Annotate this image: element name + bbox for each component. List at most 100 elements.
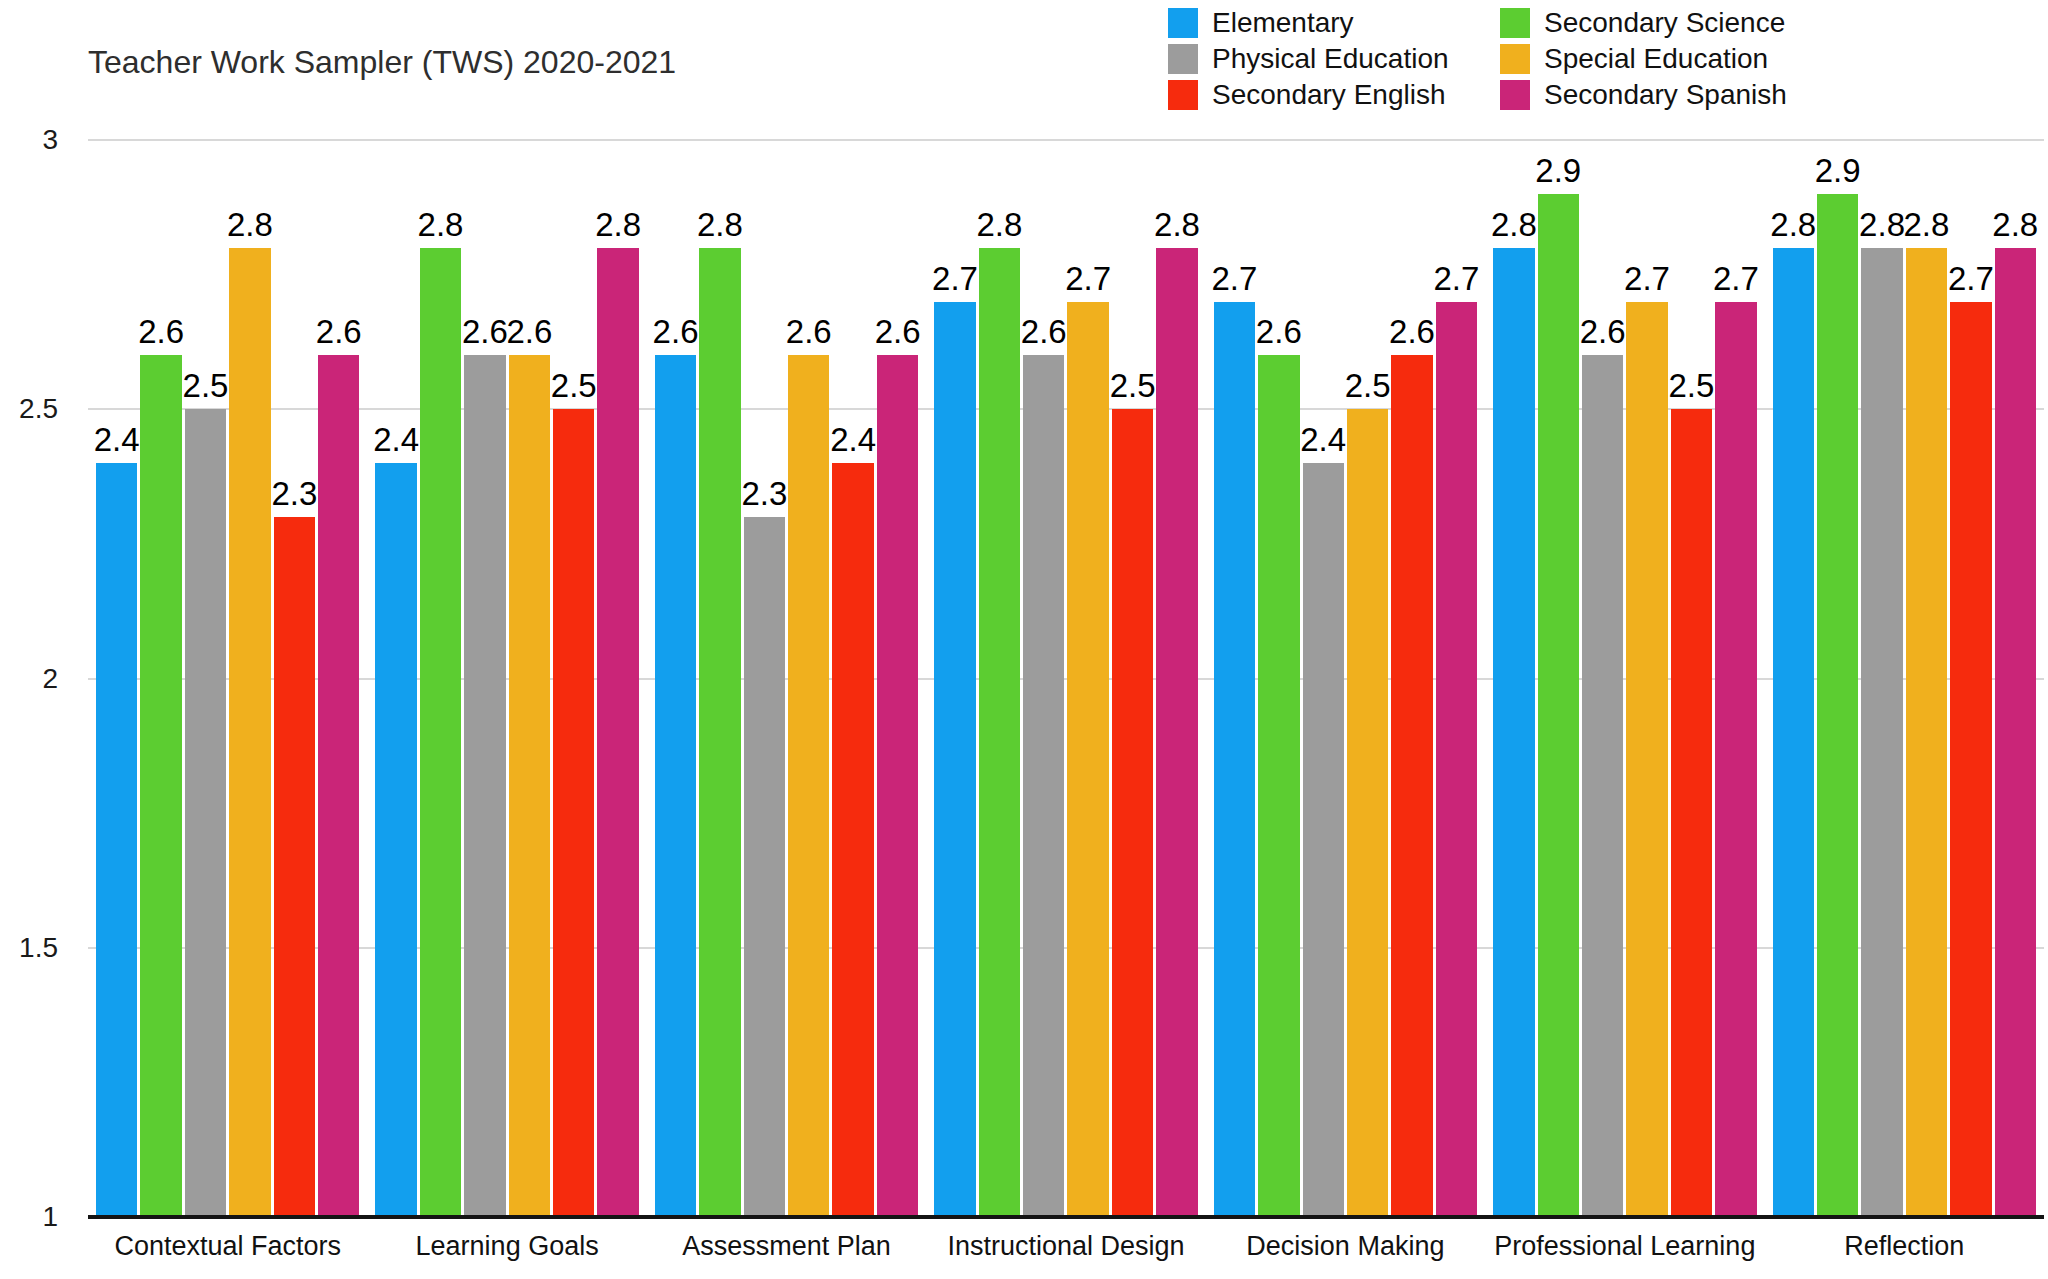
bar-physical-education-assessment-plan: 2.3 (744, 517, 785, 1217)
bar-secondary-english-reflection: 2.7 (1950, 302, 1991, 1217)
bar-value-label: 2.4 (830, 423, 876, 456)
bar-elementary-professional-learning: 2.8 (1493, 248, 1534, 1217)
plot-area: 2.42.62.52.82.32.62.42.82.62.62.52.82.62… (88, 140, 2044, 1217)
bar-value-label: 2.6 (138, 315, 184, 348)
bar-physical-education-reflection: 2.8 (1861, 248, 1902, 1217)
bar-secondary-science-decision-making: 2.6 (1258, 355, 1299, 1217)
legend-swatch-icon (1168, 80, 1198, 110)
bar-group-instructional-design: 2.72.82.62.72.52.8 (926, 140, 1205, 1217)
x-axis-label-contextual-factors: Contextual Factors (88, 1231, 367, 1262)
bar-value-label: 2.7 (1713, 262, 1759, 295)
bar-elementary-instructional-design: 2.7 (934, 302, 975, 1217)
legend-label: Elementary (1212, 7, 1354, 39)
legend-swatch-icon (1500, 8, 1530, 38)
bar-elementary-contextual-factors: 2.4 (96, 463, 137, 1217)
bar-group-contextual-factors: 2.42.62.52.82.32.6 (88, 140, 367, 1217)
bar-value-label: 2.6 (506, 315, 552, 348)
bar-value-label: 2.8 (595, 208, 641, 241)
bar-value-label: 2.5 (183, 369, 229, 402)
bar-special-education-contextual-factors: 2.8 (229, 248, 270, 1217)
bar-value-label: 2.8 (227, 208, 273, 241)
legend-label: Physical Education (1212, 43, 1449, 75)
bar-physical-education-learning-goals: 2.6 (464, 355, 505, 1217)
bar-value-label: 2.6 (1389, 315, 1435, 348)
legend-label: Secondary Science (1544, 7, 1785, 39)
bar-value-label: 2.8 (1770, 208, 1816, 241)
bar-value-label: 2.3 (271, 477, 317, 510)
y-tick-label-1.5: 1.5 (19, 932, 58, 964)
bar-secondary-science-reflection: 2.9 (1817, 194, 1858, 1217)
bar-secondary-science-learning-goals: 2.8 (420, 248, 461, 1217)
bar-value-label: 2.7 (1211, 262, 1257, 295)
bar-value-label: 2.6 (875, 315, 921, 348)
legend-swatch-icon (1168, 44, 1198, 74)
bar-secondary-spanish-reflection: 2.8 (1995, 248, 2036, 1217)
bar-secondary-english-decision-making: 2.6 (1391, 355, 1432, 1217)
bar-special-education-professional-learning: 2.7 (1626, 302, 1667, 1217)
bar-value-label: 2.8 (976, 208, 1022, 241)
legend-item-elementary: Elementary (1168, 6, 1500, 39)
bar-physical-education-professional-learning: 2.6 (1582, 355, 1623, 1217)
legend-item-secondary-science: Secondary Science (1500, 6, 1832, 39)
bar-secondary-english-instructional-design: 2.5 (1112, 409, 1153, 1217)
x-axis-label-assessment-plan: Assessment Plan (647, 1231, 926, 1262)
bar-value-label: 2.6 (786, 315, 832, 348)
legend-swatch-icon (1500, 44, 1530, 74)
legend-swatch-icon (1500, 80, 1530, 110)
bar-group-professional-learning: 2.82.92.62.72.52.7 (1485, 140, 1764, 1217)
bar-secondary-english-contextual-factors: 2.3 (274, 517, 315, 1217)
legend-item-secondary-spanish: Secondary Spanish (1500, 78, 1832, 111)
bar-physical-education-contextual-factors: 2.5 (185, 409, 226, 1217)
bar-secondary-spanish-learning-goals: 2.8 (597, 248, 638, 1217)
bar-group-learning-goals: 2.42.82.62.62.52.8 (367, 140, 646, 1217)
x-axis-label-instructional-design: Instructional Design (926, 1231, 1205, 1262)
bar-secondary-spanish-assessment-plan: 2.6 (877, 355, 918, 1217)
legend-column-1: Elementary Physical Education Secondary En… (1168, 6, 1500, 111)
legend-label: Secondary English (1212, 79, 1445, 111)
x-axis-label-reflection: Reflection (1765, 1231, 2044, 1262)
bar-value-label: 2.5 (551, 369, 597, 402)
bar-elementary-reflection: 2.8 (1773, 248, 1814, 1217)
bar-special-education-learning-goals: 2.6 (509, 355, 550, 1217)
bar-special-education-decision-making: 2.5 (1347, 409, 1388, 1217)
bar-elementary-assessment-plan: 2.6 (655, 355, 696, 1217)
y-tick-label-2.5: 2.5 (19, 393, 58, 425)
bar-value-label: 2.4 (94, 423, 140, 456)
y-axis: 32.521.51 (0, 140, 58, 1217)
bar-secondary-science-instructional-design: 2.8 (979, 248, 1020, 1217)
legend-item-secondary-english: Secondary English (1168, 78, 1500, 111)
bar-elementary-decision-making: 2.7 (1214, 302, 1255, 1217)
x-axis-label-professional-learning: Professional Learning (1485, 1231, 1764, 1262)
bar-secondary-spanish-contextual-factors: 2.6 (318, 355, 359, 1217)
bar-special-education-instructional-design: 2.7 (1067, 302, 1108, 1217)
bar-value-label: 2.8 (1859, 208, 1905, 241)
bar-secondary-spanish-instructional-design: 2.8 (1156, 248, 1197, 1217)
legend-item-physical-education: Physical Education (1168, 42, 1500, 75)
bar-secondary-science-assessment-plan: 2.8 (699, 248, 740, 1217)
bar-value-label: 2.8 (418, 208, 464, 241)
bar-value-label: 2.5 (1669, 369, 1715, 402)
bar-group-decision-making: 2.72.62.42.52.62.7 (1206, 140, 1485, 1217)
bar-value-label: 2.7 (1624, 262, 1670, 295)
y-tick-label-1: 1 (42, 1201, 58, 1233)
bar-secondary-science-contextual-factors: 2.6 (140, 355, 181, 1217)
bar-value-label: 2.7 (1948, 262, 1994, 295)
bar-group-reflection: 2.82.92.82.82.72.8 (1765, 140, 2044, 1217)
bar-value-label: 2.8 (1154, 208, 1200, 241)
bar-value-label: 2.6 (462, 315, 508, 348)
bar-secondary-spanish-professional-learning: 2.7 (1715, 302, 1756, 1217)
x-axis-label-learning-goals: Learning Goals (367, 1231, 646, 1262)
bar-physical-education-instructional-design: 2.6 (1023, 355, 1064, 1217)
bar-value-label: 2.7 (1433, 262, 1479, 295)
bar-value-label: 2.5 (1110, 369, 1156, 402)
bar-value-label: 2.5 (1345, 369, 1391, 402)
bar-value-label: 2.6 (316, 315, 362, 348)
bar-value-label: 2.9 (1815, 154, 1861, 187)
bar-value-label: 2.9 (1535, 154, 1581, 187)
bar-groups: 2.42.62.52.82.32.62.42.82.62.62.52.82.62… (88, 140, 2044, 1217)
chart-title: Teacher Work Sampler (TWS) 2020-2021 (88, 44, 676, 81)
x-axis-label-decision-making: Decision Making (1206, 1231, 1485, 1262)
bar-value-label: 2.8 (1491, 208, 1537, 241)
bar-value-label: 2.4 (373, 423, 419, 456)
bar-special-education-assessment-plan: 2.6 (788, 355, 829, 1217)
